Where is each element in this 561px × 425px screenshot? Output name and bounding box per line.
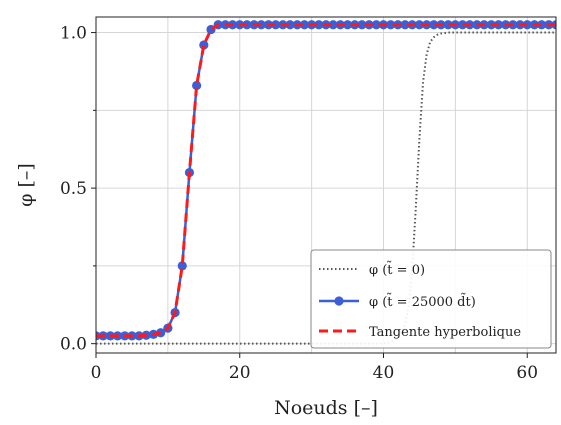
series-final-point xyxy=(414,20,425,30)
series-final-point xyxy=(285,20,295,30)
series-final-point xyxy=(386,20,396,30)
y-tick-label: 0.5 xyxy=(60,179,87,199)
legend-label-tanh: Tangente hyperbolique xyxy=(369,325,521,340)
legend-marker-final xyxy=(334,296,344,306)
x-tick-label: 0 xyxy=(91,363,102,383)
series-final-point xyxy=(177,261,187,271)
y-axis-label: φ [–] xyxy=(15,163,37,207)
legend-label-final: φ (t̃ = 25000 d̃t) xyxy=(369,293,476,310)
x-tick-label: 60 xyxy=(516,363,538,383)
series-final-point xyxy=(443,20,453,30)
grid xyxy=(95,17,556,353)
x-tick-label: 40 xyxy=(373,363,395,383)
plot-frame xyxy=(95,16,557,354)
series-final-point xyxy=(271,20,281,30)
series-final-point xyxy=(371,20,381,30)
series-final-point xyxy=(357,20,367,30)
series-final-point xyxy=(199,40,209,50)
axis-ticks: 0 20 40 60 0.0 0.5 1.0 xyxy=(60,24,538,383)
series-final-point xyxy=(299,20,310,30)
series-tanh-line xyxy=(96,23,556,338)
series-initial-line xyxy=(96,31,556,345)
series-final-point xyxy=(537,20,547,30)
legend-box xyxy=(310,249,552,349)
x-axis-label: Noeuds [–] xyxy=(274,397,378,419)
x-tick-label: 20 xyxy=(229,363,251,383)
series-final-point xyxy=(342,20,353,30)
y-tick-label: 1.0 xyxy=(60,24,87,44)
series-final-point xyxy=(400,20,410,30)
series-final-point xyxy=(314,20,324,30)
series-layer xyxy=(96,20,556,345)
series-final-point xyxy=(429,20,439,30)
legend-label-initial: φ (t̃ = 0) xyxy=(369,261,425,278)
series-final-point xyxy=(192,80,202,91)
legend: φ (t̃ = 0) φ (t̃ = 25000 d̃t) Tangente h… xyxy=(310,249,552,349)
y-tick-label: 0.0 xyxy=(60,335,87,355)
series-final-point xyxy=(328,20,338,30)
